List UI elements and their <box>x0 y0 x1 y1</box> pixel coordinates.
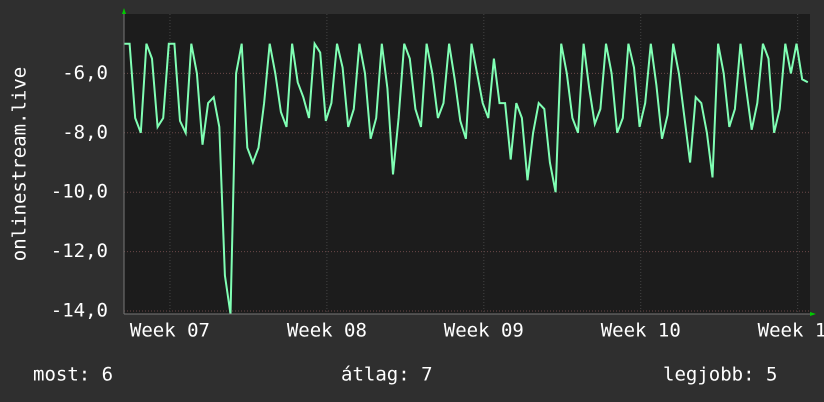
y-tick-label: -6,0 <box>62 62 108 84</box>
x-tick-label: Week 09 <box>444 320 524 342</box>
y-tick-label: -10,0 <box>51 181 108 203</box>
x-tick-label: Week 10 <box>601 320 681 342</box>
stat-label: átlag: 7 <box>341 364 433 386</box>
plot-area <box>124 14 810 314</box>
y-tick-label: -12,0 <box>51 240 108 262</box>
stat-label: legjobb: 5 <box>663 364 777 386</box>
y-tick-label: -14,0 <box>51 300 108 322</box>
y-axis-label: onlinestream.live <box>9 67 31 261</box>
y-tick-label: -8,0 <box>62 121 108 143</box>
x-tick-label: Week 11 <box>758 320 824 342</box>
x-tick-label: Week 07 <box>130 320 210 342</box>
axis-arrow <box>122 8 126 14</box>
x-tick-label: Week 08 <box>287 320 367 342</box>
axis-arrow <box>810 312 816 316</box>
stat-label: most: 6 <box>33 364 113 386</box>
line-series <box>124 40 809 315</box>
